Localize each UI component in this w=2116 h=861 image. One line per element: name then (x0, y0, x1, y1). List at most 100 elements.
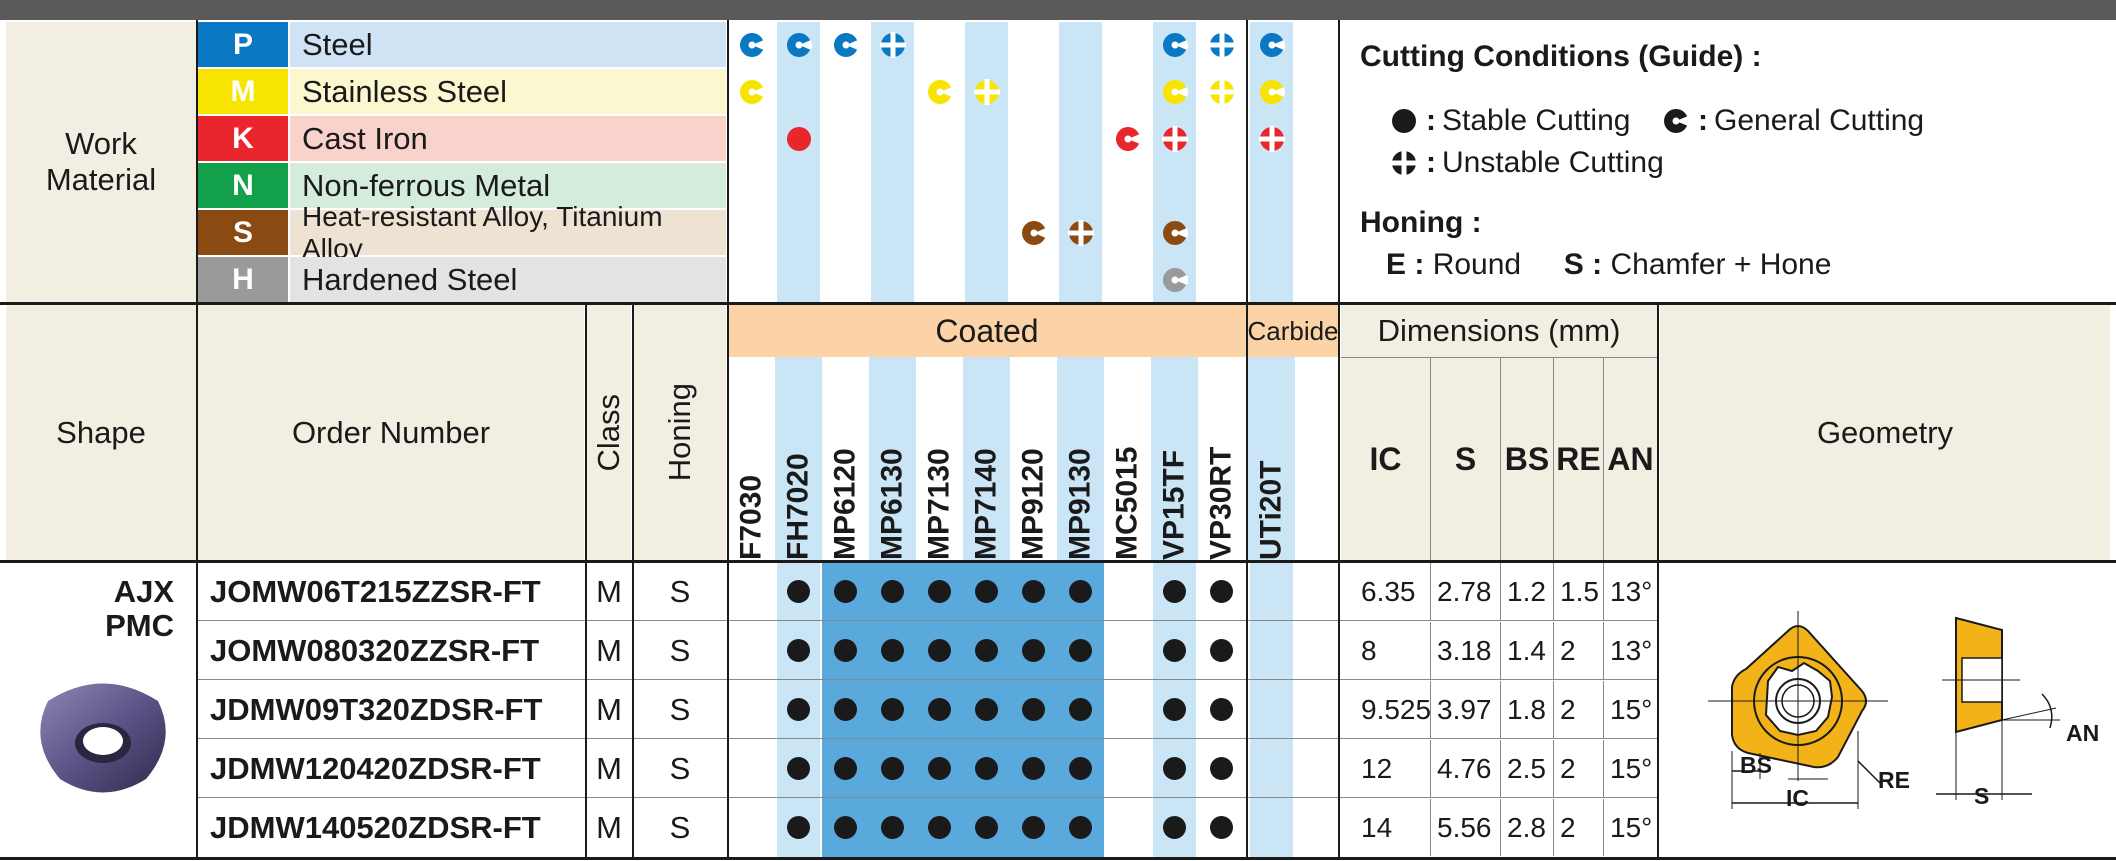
honing-s-code: S (1563, 248, 1584, 281)
dimension-bs: 2.8 (1500, 799, 1553, 856)
dimension-s: 2.78 (1430, 563, 1500, 620)
order-number: JDMW120420ZDSR-FT (210, 750, 541, 786)
dimension-an: 13° (1603, 622, 1657, 679)
unstable-cutting-icon (1198, 69, 1245, 114)
general-cutting-label: General Cutting (1714, 104, 1925, 137)
unstable-cutting-icon (963, 69, 1010, 114)
dimension-an: 15° (1603, 681, 1657, 738)
top-bar (0, 0, 2116, 20)
stable-cutting-icon (881, 639, 904, 662)
stable-cutting-icon (975, 816, 998, 839)
dimension-bs: 1.8 (1500, 681, 1553, 738)
dimension-s: 5.56 (1430, 799, 1500, 856)
material-name: Hardened Steel (290, 257, 726, 302)
dimension-s: 3.18 (1430, 622, 1500, 679)
general-cutting-icon (728, 22, 775, 67)
stock-dot (869, 563, 916, 620)
stable-cutting-icon (881, 757, 904, 780)
row-divider (198, 797, 1657, 798)
stock-dot (1010, 740, 1057, 797)
general-cutting-icon (1151, 257, 1198, 302)
grid-line (196, 20, 198, 860)
stable-cutting-icon (928, 816, 951, 839)
stock-dot (869, 740, 916, 797)
dimension-ic: 8 (1361, 634, 1377, 666)
stock-dot (822, 622, 869, 679)
general-cutting-icon (916, 69, 963, 114)
stock-dot (1151, 740, 1198, 797)
dimension-ic: 9.525 (1361, 693, 1432, 725)
honing-legend-items: E : Round S : Chamfer + Hone (1386, 248, 1832, 281)
stable-cutting-icon (1069, 757, 1092, 780)
geometry-header: Geometry (1660, 305, 2110, 560)
honing-value: S (669, 691, 691, 727)
geometry-re-label: RE (1878, 767, 1910, 793)
stable-cutting-icon (881, 698, 904, 721)
stock-dot (1198, 799, 1245, 856)
stable-cutting-icon (1022, 816, 1045, 839)
honing-value: S (669, 809, 691, 845)
grade-header-f7030: F7030 (728, 357, 775, 560)
stable-cutting-icon (834, 580, 857, 603)
stable-cutting-icon (1069, 580, 1092, 603)
stock-dot (916, 622, 963, 679)
grid-line (632, 305, 634, 860)
stable-cutting-icon (1210, 698, 1233, 721)
stock-dot (963, 622, 1010, 679)
stock-dot (1198, 622, 1245, 679)
general-cutting-icon (1248, 22, 1295, 67)
grade-column-shade (1059, 22, 1102, 302)
dimension-bs: 1.4 (1500, 622, 1553, 679)
stable-cutting-icon (1022, 580, 1045, 603)
unstable-cutting-icon (1391, 150, 1417, 176)
order-number: JDMW09T320ZDSR-FT (210, 691, 543, 727)
legend: Cutting Conditions (Guide) : : Stable Cu… (1340, 22, 2110, 302)
stock-dot (822, 740, 869, 797)
stable-cutting-icon (928, 698, 951, 721)
dimension-an: 15° (1603, 799, 1657, 856)
grade-header-mp7130: MP7130 (916, 357, 963, 560)
dimension-bs: 1.2 (1500, 563, 1553, 620)
stock-dot (1057, 622, 1104, 679)
grade-header-mc5015: MC5015 (1104, 357, 1151, 560)
grid-line (1338, 20, 1340, 860)
geometry-bs-label: BS (1740, 752, 1772, 778)
dimension-ic: 14 (1361, 811, 1393, 843)
stock-dot (1151, 681, 1198, 738)
grade-header-uti20t: UTi20T (1248, 357, 1295, 560)
dimension-header-ic: IC (1341, 358, 1430, 560)
geometry-ic-label: IC (1786, 785, 1809, 811)
dimensions-header: Dimensions (mm) (1341, 305, 1657, 357)
material-code-badge: P (198, 22, 288, 67)
grid-line (0, 857, 2116, 860)
stable-cutting-icon (1022, 698, 1045, 721)
general-cutting-icon (1151, 22, 1198, 67)
stock-dot (1057, 799, 1104, 856)
stock-dot (916, 740, 963, 797)
dimension-header-bs: BS (1500, 358, 1553, 560)
stock-dot (916, 799, 963, 856)
stock-dot (1151, 622, 1198, 679)
stable-cutting-icon (975, 580, 998, 603)
order-number: JDMW140520ZDSR-FT (210, 809, 541, 845)
dimension-re: 2 (1553, 740, 1603, 797)
general-cutting-icon (1151, 69, 1198, 114)
honing-legend-title: Honing : (1360, 206, 1482, 239)
geometry-diagram: BS IC RE AN S (1708, 611, 2099, 811)
material-name: Non-ferrous Metal (290, 163, 726, 208)
material-name: Steel (290, 22, 726, 67)
carbide-header: Carbide (1247, 305, 1339, 357)
dimension-re: 1.5 (1553, 563, 1603, 620)
material-code-badge: M (198, 69, 288, 114)
grid-line (0, 560, 2116, 563)
stable-cutting-icon (1069, 698, 1092, 721)
material-code-badge: H (198, 257, 288, 302)
general-legend-item: : General Cutting (1662, 104, 1924, 138)
stock-dot (963, 799, 1010, 856)
stock-dot (869, 681, 916, 738)
stable-cutting-icon (1163, 580, 1186, 603)
shape-header: Shape (6, 305, 196, 560)
dimension-ic: 12 (1361, 752, 1393, 784)
general-cutting-icon (1010, 210, 1057, 255)
stable-cutting-icon (1163, 698, 1186, 721)
